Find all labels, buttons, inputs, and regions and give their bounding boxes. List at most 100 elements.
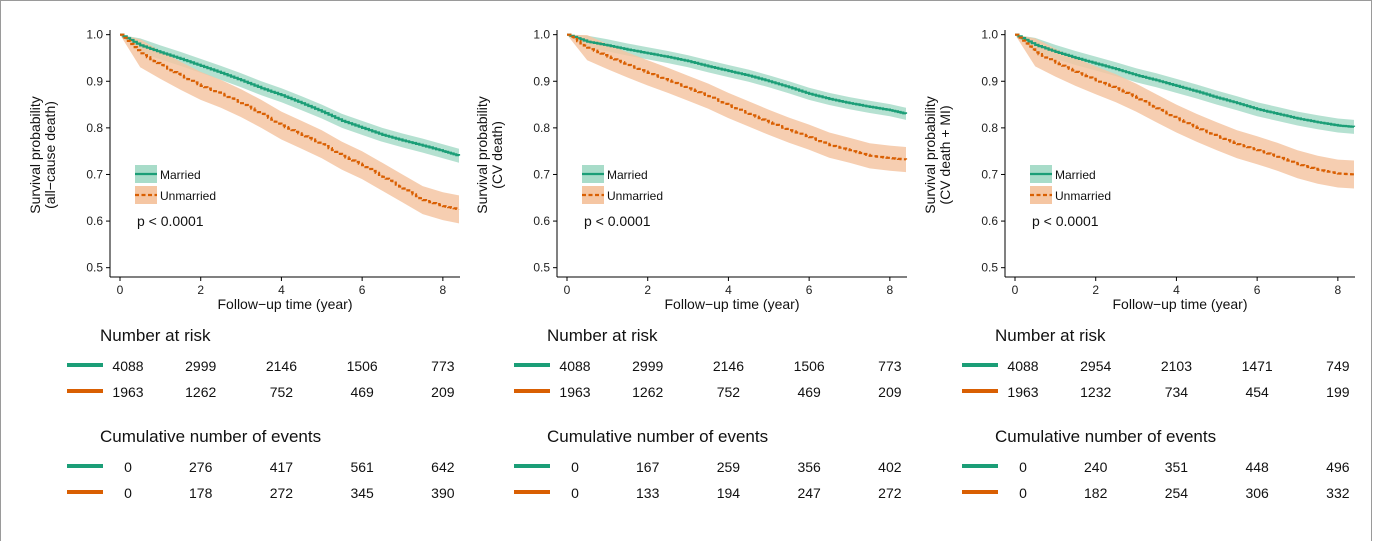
- x-tick-label: 8: [440, 283, 447, 297]
- p-value: p < 0.0001: [584, 213, 651, 229]
- legend-label-married: Married: [607, 168, 648, 182]
- y-axis-label: Survival probability: [27, 96, 43, 214]
- events-table-title: Cumulative number of events: [547, 427, 769, 446]
- events-table-value: 0: [1019, 459, 1027, 475]
- legend-label-unmarried: Unmarried: [160, 189, 216, 203]
- y-tick-label: 0.9: [86, 74, 103, 88]
- events-table-value: 167: [636, 459, 660, 475]
- risk-table-value: 1471: [1241, 358, 1273, 374]
- y-tick-label: 1.0: [86, 28, 103, 42]
- events-table-value: 0: [1019, 485, 1027, 501]
- legend: Married Unmarried: [1030, 165, 1111, 204]
- events-table-row-married: 0 240 351 448 496: [895, 459, 1350, 487]
- y-tick-label: 0.6: [86, 214, 103, 228]
- y-axis-label: (CV death): [489, 121, 505, 189]
- p-value: p < 0.0001: [137, 213, 204, 229]
- y-tick-label: 0.6: [533, 214, 550, 228]
- x-tick-label: 6: [1254, 283, 1261, 297]
- risk-table-value: 1506: [793, 358, 825, 374]
- x-axis-label: Follow−up time (year): [1113, 296, 1248, 312]
- events-table-value: 133: [636, 485, 660, 501]
- risk-table-value: 734: [1164, 384, 1189, 400]
- x-tick-label: 0: [1012, 283, 1019, 297]
- x-axis-label: Follow−up time (year): [218, 296, 353, 312]
- y-tick-label: 0.5: [981, 261, 998, 275]
- events-table-row-married: 0 276 417 561 642: [0, 459, 455, 487]
- risk-table-row-married: 4088 2999 2146 1506 773: [0, 358, 455, 386]
- survival-line-unmarried: [1015, 33, 1356, 176]
- x-tick-label: 6: [806, 283, 813, 297]
- events-table-value: 247: [797, 485, 821, 501]
- risk-table-value: 1262: [185, 384, 217, 400]
- events-table-value: 496: [1326, 459, 1350, 475]
- events-table-key-unmarried: [514, 490, 550, 494]
- y-tick-label: 0.7: [981, 167, 998, 181]
- legend-label-unmarried: Unmarried: [607, 189, 663, 203]
- risk-table-value: 749: [1326, 358, 1350, 374]
- legend-label-married: Married: [1055, 168, 1096, 182]
- events-table-value: 0: [571, 485, 579, 501]
- risk-table-value: 4088: [1007, 358, 1039, 374]
- risk-table-key-married: [514, 363, 550, 367]
- x-tick-label: 6: [359, 283, 366, 297]
- risk-table-value: 773: [431, 358, 455, 374]
- risk-table-key-unmarried: [514, 389, 550, 393]
- y-axis-label: (CV death + MI): [937, 105, 953, 204]
- risk-table-value: 1506: [346, 358, 378, 374]
- km-panel-3: 0.5 0.6 0.7 0.8 0.9 1.0 0 2 4 6 8 Follow−up time (y…: [895, 0, 1356, 541]
- risk-table-key-married: [67, 363, 103, 367]
- y-tick-label: 0.9: [533, 74, 550, 88]
- events-table-value: 402: [878, 459, 902, 475]
- risk-table-value: 752: [716, 384, 741, 400]
- events-table-value: 356: [797, 459, 821, 475]
- risk-table-value: 1232: [1080, 384, 1112, 400]
- risk-table-value: 1262: [632, 384, 664, 400]
- events-table-row-unmarried: 0 133 194 247 272: [447, 485, 902, 513]
- risk-table-value: 2954: [1080, 358, 1112, 374]
- y-tick-label: 0.8: [533, 121, 550, 135]
- x-tick-label: 4: [725, 283, 732, 297]
- km-plot: 0.5 0.6 0.7 0.8 0.9 1.0 0 2 4 6 8 Follow−up time (y…: [27, 28, 461, 312]
- events-table-value: 448: [1245, 459, 1269, 475]
- km-panel-2: 0.5 0.6 0.7 0.8 0.9 1.0 0 2 4 6 8 Follow−up time (y…: [447, 0, 908, 541]
- legend-label-married: Married: [160, 168, 201, 182]
- events-table-value: 0: [124, 485, 132, 501]
- risk-table-value: 199: [1326, 384, 1350, 400]
- y-tick-label: 0.7: [533, 167, 550, 181]
- ci-band-unmarried: [567, 34, 906, 173]
- risk-table-value: 209: [431, 384, 455, 400]
- events-table-value: 276: [189, 459, 213, 475]
- y-tick-label: 0.6: [981, 214, 998, 228]
- events-table-row-unmarried: 0 182 254 306 332: [895, 485, 1350, 513]
- y-tick-label: 0.9: [981, 74, 998, 88]
- x-tick-label: 2: [644, 283, 651, 297]
- events-table-value: 272: [269, 485, 294, 501]
- risk-table-title: Number at risk: [100, 326, 211, 345]
- events-table-value: 259: [716, 459, 741, 475]
- events-table-value: 178: [189, 485, 213, 501]
- x-tick-label: 8: [887, 283, 894, 297]
- events-table-value: 194: [716, 485, 741, 501]
- events-table-value: 0: [571, 459, 579, 475]
- y-tick-label: 0.7: [86, 167, 103, 181]
- events-table-value: 332: [1326, 485, 1350, 501]
- survival-line-married: [1015, 33, 1356, 128]
- risk-table-value: 2999: [185, 358, 217, 374]
- x-tick-label: 8: [1335, 283, 1342, 297]
- legend: Married Unmarried: [582, 165, 663, 204]
- risk-table-key-unmarried: [67, 389, 103, 393]
- risk-table-value: 4088: [559, 358, 591, 374]
- survival-line-unmarried: [567, 33, 908, 161]
- risk-table-value: 209: [878, 384, 902, 400]
- events-table-value: 351: [1164, 459, 1189, 475]
- risk-table-value: 2146: [265, 358, 297, 374]
- x-tick-label: 0: [564, 283, 571, 297]
- km-plot: 0.5 0.6 0.7 0.8 0.9 1.0 0 2 4 6 8 Follow−up time (y…: [474, 28, 908, 312]
- events-table-value: 272: [878, 485, 902, 501]
- x-tick-label: 2: [1092, 283, 1099, 297]
- survival-line-married: [120, 33, 461, 157]
- risk-table-value: 4088: [112, 358, 144, 374]
- events-table-value: 390: [431, 485, 455, 501]
- y-tick-label: 0.8: [981, 121, 998, 135]
- risk-table-value: 454: [1245, 384, 1269, 400]
